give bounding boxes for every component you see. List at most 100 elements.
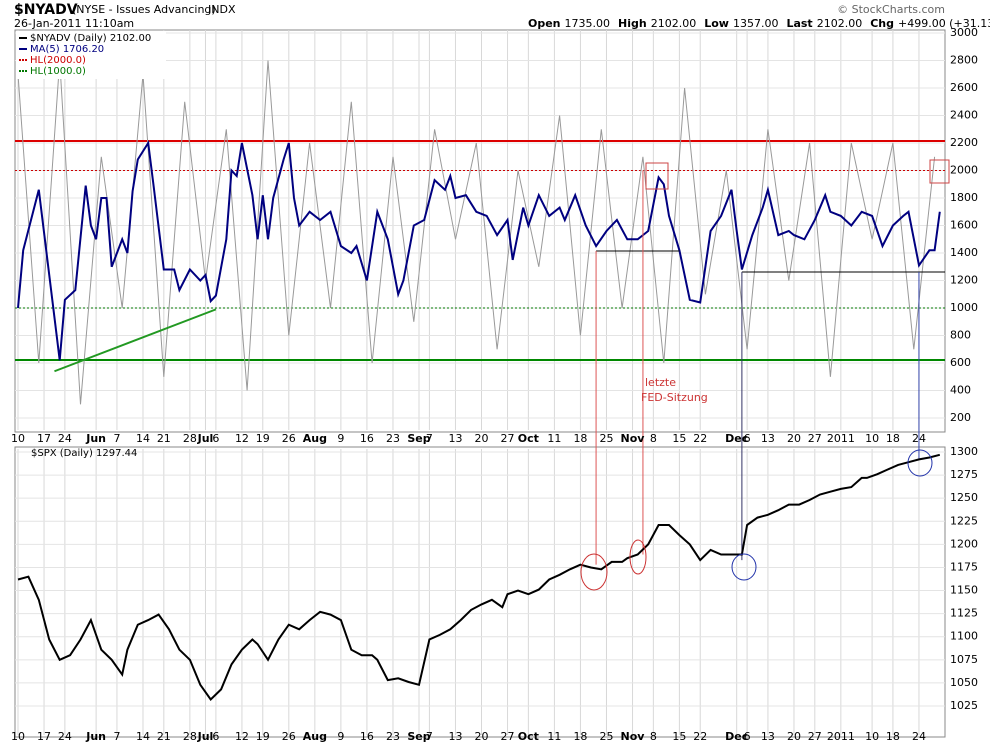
x-tick-label: 23 (386, 432, 400, 445)
y-tick-label: 1075 (950, 653, 978, 666)
x-tick-label: 26 (282, 730, 296, 743)
y-tick-label: 2400 (950, 109, 978, 122)
x-tick-label: 28 (183, 730, 197, 743)
x-tick-label: 10 (11, 432, 25, 445)
x-tick-label: 19 (256, 730, 270, 743)
quote-value: 1735.00 (565, 17, 611, 30)
x-tick-label: 18 (886, 730, 900, 743)
x-tick-label: 24 (912, 432, 926, 445)
x-tick-label: 10 (11, 730, 25, 743)
y-tick-label: 2800 (950, 54, 978, 67)
x-tick-label: 14 (136, 730, 150, 743)
x-tick-label: Jul (197, 432, 214, 445)
annotation: letzte (645, 376, 676, 389)
x-tick-label: Oct (518, 432, 539, 445)
quote-value: 2102.00 (817, 17, 863, 30)
y-tick-label: 3000 (950, 26, 978, 39)
x-tick-label: 21 (157, 730, 171, 743)
x-tick-label: 15 (672, 730, 686, 743)
x-tick-label: 25 (599, 432, 613, 445)
x-tick-label: 27 (501, 730, 515, 743)
x-tick-label: 17 (37, 730, 51, 743)
x-tick-label: 21 (157, 432, 171, 445)
y-tick-label: 1125 (950, 607, 978, 620)
x-tick-label: 26 (282, 432, 296, 445)
x-tick-label: 18 (573, 432, 587, 445)
y-tick-label: 1175 (950, 560, 978, 573)
highlight-ellipse (731, 553, 757, 581)
x-tick-label: 13 (448, 730, 462, 743)
series-line (17, 60, 936, 405)
x-tick-label: 6 (212, 730, 219, 743)
y-tick-label: 1600 (950, 219, 978, 232)
y-tick-label: 1250 (950, 491, 978, 504)
chart-title: $NYADV (14, 2, 78, 18)
bottom-panel-frame (14, 446, 946, 738)
x-tick-label: 9 (337, 730, 344, 743)
x-tick-label: 16 (360, 432, 374, 445)
x-tick-label: 6 (212, 432, 219, 445)
x-tick-label: 10 (865, 730, 879, 743)
x-tick-label: 25 (599, 730, 613, 743)
quote-label: Last (786, 17, 812, 30)
x-tick-label: 24 (58, 730, 72, 743)
x-tick-label: 24 (912, 730, 926, 743)
x-tick-label: 13 (448, 432, 462, 445)
y-tick-label: 200 (950, 411, 971, 424)
x-tick-label: 22 (693, 730, 707, 743)
y-tick-label: 1000 (950, 301, 978, 314)
date: 26-Jan-2011 11:10am (14, 17, 134, 30)
highlight-ellipse (580, 553, 608, 591)
x-tick-label: 12 (235, 432, 249, 445)
x-tick-label: 6 (744, 730, 751, 743)
x-tick-label: Jul (197, 730, 214, 743)
quote-value: 1357.00 (733, 17, 779, 30)
x-tick-label: 14 (136, 432, 150, 445)
x-tick-label: 20 (475, 730, 489, 743)
x-tick-label: Sep (407, 730, 430, 743)
x-tick-label: 27 (808, 730, 822, 743)
annotation: FED-Sitzung (641, 391, 708, 404)
highlight-ellipse (907, 449, 933, 477)
trend-line (54, 308, 217, 373)
top-panel-frame (14, 29, 946, 433)
legend-label: HL(1000.0) (30, 66, 86, 77)
x-tick-label: Dec (725, 432, 748, 445)
x-tick-label: Aug (303, 432, 327, 445)
x-tick-label: 27 (808, 432, 822, 445)
x-tick-label: Aug (303, 730, 327, 743)
subtitle: (NYSE - Issues Advancing) (72, 3, 216, 16)
legend-label: $NYADV (Daily) 2102.00 (30, 33, 151, 44)
highlight-ellipse (629, 539, 647, 575)
quote-label: High (618, 17, 647, 30)
y-tick-label: 2200 (950, 136, 978, 149)
x-tick-label: Nov (621, 730, 646, 743)
y-tick-label: 1025 (950, 699, 978, 712)
x-tick-label: 17 (37, 432, 51, 445)
x-tick-label: 18 (886, 432, 900, 445)
highlight-box (929, 159, 950, 184)
x-tick-label: 27 (501, 432, 515, 445)
x-tick-label: 20 (475, 432, 489, 445)
x-tick-label: 10 (865, 432, 879, 445)
y-tick-label: 1100 (950, 630, 978, 643)
y-tick-label: 800 (950, 329, 971, 342)
y-tick-label: 1225 (950, 514, 978, 527)
x-tick-label: 9 (337, 432, 344, 445)
x-tick-label: Oct (518, 730, 539, 743)
x-tick-label: 7 (113, 432, 120, 445)
x-tick-label: 20 (787, 432, 801, 445)
x-tick-label: 16 (360, 730, 374, 743)
x-tick-label: Sep (407, 432, 430, 445)
y-tick-label: 1800 (950, 191, 978, 204)
x-tick-label: 12 (235, 730, 249, 743)
x-tick-label: 7 (113, 730, 120, 743)
x-tick-label: 19 (256, 432, 270, 445)
y-tick-label: 600 (950, 356, 971, 369)
x-tick-label: 8 (650, 432, 657, 445)
exchange: INDX (208, 3, 236, 16)
x-tick-label: Jun (85, 730, 106, 743)
x-tick-label: 24 (58, 432, 72, 445)
highlight-box (645, 162, 669, 190)
